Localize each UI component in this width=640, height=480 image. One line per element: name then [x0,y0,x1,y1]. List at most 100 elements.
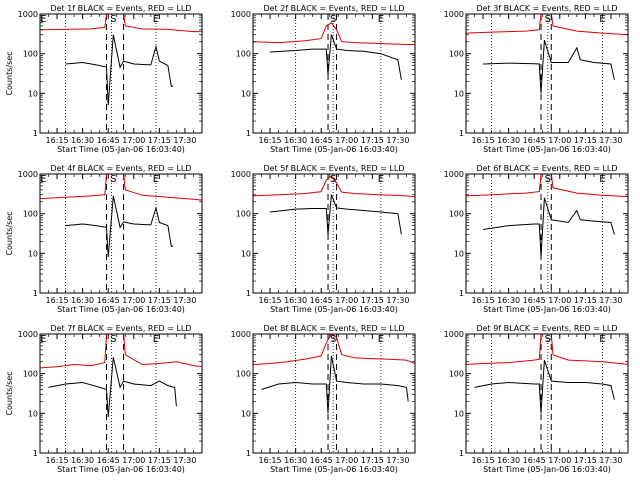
x-tick-label: 16:45 [523,296,546,305]
events-series-line [474,359,615,414]
plot-frame [252,13,416,134]
y-tick-label: 10 [241,409,251,418]
lld-series-line [40,14,202,33]
x-tick-label: 17:00 [548,456,571,465]
y-tick-label: 100 [449,210,464,219]
lld-series-line [253,22,415,45]
interval-marker-label: S [330,174,336,185]
y-tick-label: 100 [449,370,464,379]
interval-marker-label: E [599,334,605,345]
lld-series-line [466,174,628,198]
x-tick-label: 17:30 [386,456,409,465]
x-tick-label: 17:00 [122,296,145,305]
x-tick-label: 16:15 [472,456,495,465]
x-axis-label: Start Time (05-Jan-06 16:03:40) [270,145,398,154]
x-tick-label: 17:30 [386,296,409,305]
x-axis-label: Start Time (05-Jan-06 16:03:40) [270,465,398,474]
interval-marker-label: S [545,334,551,345]
events-series-line [48,357,177,418]
x-tick-label: 17:30 [173,456,196,465]
plot-frame [465,13,629,134]
y-tick-label: 1 [246,289,251,298]
panel-title: Det 7f BLACK = Events, RED = LLD [50,324,191,333]
lld-series-line [466,14,628,36]
y-tick-label: 1000 [18,170,38,179]
panel-title: Det 1f BLACK = Events, RED = LLD [50,4,191,13]
interval-marker-label: E [599,14,605,25]
y-tick-label: 10 [454,89,464,98]
interval-marker-label: S [110,14,116,25]
events-series-line [483,39,615,94]
plot-frame [252,333,416,454]
x-tick-label: 16:30 [497,136,520,145]
lld-series-line [40,334,202,369]
events-series-line [483,197,615,258]
y-axis-label: Counts/sec [5,51,14,95]
x-tick-label: 17:15 [361,296,384,305]
interval-marker-label: S [330,14,336,25]
x-tick-label: 16:45 [310,296,333,305]
panel-title: Det 6f BLACK = Events, RED = LLD [476,164,617,173]
x-tick-label: 16:45 [97,456,120,465]
y-tick-label: 10 [241,249,251,258]
interval-marker-label: E [378,334,384,345]
x-tick-label: 17:00 [335,296,358,305]
y-tick-label: 1000 [231,330,251,339]
panel-title: Det 4f BLACK = Events, RED = LLD [50,164,191,173]
x-tick-label: 16:15 [46,296,69,305]
interval-marker-label: E [40,14,46,25]
y-axis-label: Counts/sec [5,211,14,255]
panel-title: Det 3f BLACK = Events, RED = LLD [476,4,617,13]
x-tick-label: 17:15 [574,136,597,145]
y-tick-label: 10 [454,249,464,258]
y-tick-label: 1000 [18,10,38,19]
interval-marker-label: E [153,14,159,25]
x-tick-label: 17:00 [335,456,358,465]
x-tick-label: 16:30 [497,456,520,465]
plot-frame [252,173,416,294]
x-tick-label: 16:30 [71,456,94,465]
x-tick-label: 17:00 [548,296,571,305]
x-tick-label: 17:15 [148,296,171,305]
x-tick-label: 16:15 [259,456,282,465]
plot-frame [39,333,203,454]
x-tick-label: 16:30 [284,456,307,465]
x-axis-label: Start Time (05-Jan-06 16:03:40) [483,465,611,474]
x-tick-label: 17:15 [574,456,597,465]
x-axis-label: Start Time (05-Jan-06 16:03:40) [270,305,398,314]
plot-frame [465,333,629,454]
x-tick-label: 17:30 [173,136,196,145]
x-tick-label: 17:15 [148,456,171,465]
interval-marker-label: E [153,174,159,185]
interval-marker-label: E [378,14,384,25]
x-tick-label: 17:30 [599,136,622,145]
events-series-line [261,355,409,414]
y-tick-label: 1000 [231,10,251,19]
lld-series-line [40,174,202,201]
panel-title: Det 8f BLACK = Events, RED = LLD [263,324,404,333]
y-tick-label: 1000 [444,330,464,339]
events-series-line [270,194,402,235]
x-tick-label: 16:45 [523,456,546,465]
y-tick-label: 1 [246,449,251,458]
x-tick-label: 16:30 [497,296,520,305]
y-tick-label: 10 [28,249,38,258]
interval-marker-label: S [545,14,551,25]
lld-series-line [253,334,415,365]
interval-marker-label: S [545,174,551,185]
x-axis-label: Start Time (05-Jan-06 16:03:40) [57,465,185,474]
x-tick-label: 16:30 [71,296,94,305]
x-tick-label: 17:15 [574,296,597,305]
y-tick-label: 100 [236,370,251,379]
lld-series-line [253,175,415,198]
plot-frame [39,173,203,294]
x-tick-label: 17:00 [122,456,145,465]
x-tick-label: 16:45 [97,296,120,305]
y-tick-label: 1000 [444,170,464,179]
x-tick-label: 16:30 [284,296,307,305]
